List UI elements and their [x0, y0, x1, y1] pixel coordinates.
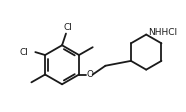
Text: NHHCl: NHHCl [148, 28, 177, 37]
Text: Cl: Cl [19, 48, 28, 57]
Text: O: O [86, 70, 93, 79]
Text: Cl: Cl [63, 23, 72, 32]
